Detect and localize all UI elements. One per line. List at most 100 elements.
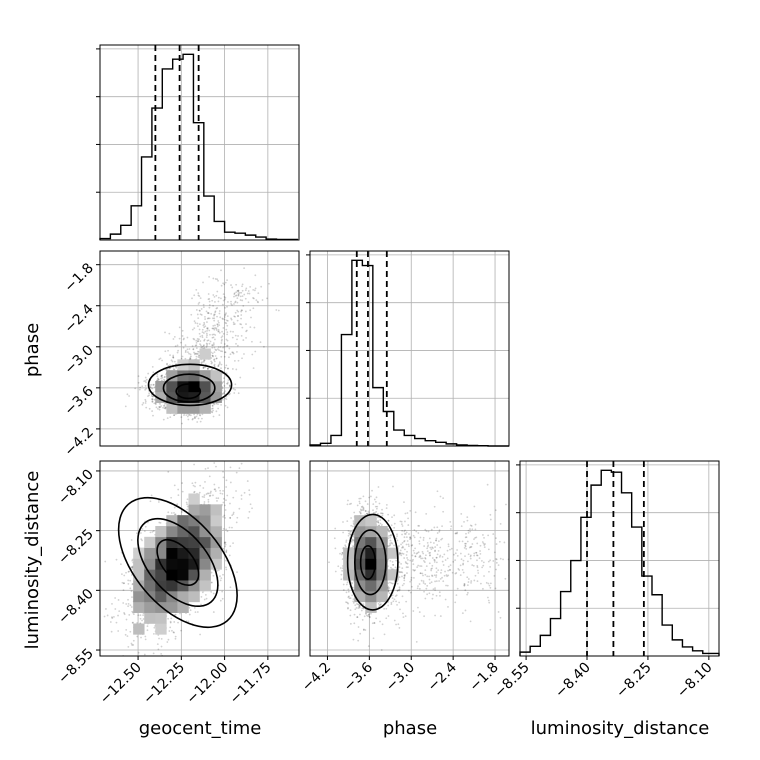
scatter-point [222,489,224,492]
scatter-point [189,356,192,359]
scatter-point [223,355,226,358]
density-cell [210,381,222,393]
scatter-point [221,590,224,593]
scatter-point [240,314,243,316]
scatter-point [159,521,162,524]
scatter-point [242,339,245,341]
scatter-points [103,462,253,656]
scatter-point [254,350,257,353]
scatter-point [211,354,214,357]
scatter-point [220,350,222,352]
histogram-step-line [309,259,509,447]
scatter-point [217,296,220,299]
scatter-point [144,385,147,387]
scatter-point [110,630,113,633]
scatter-point [237,315,239,318]
panel-frame [99,44,300,241]
scatter-point [240,335,243,337]
scatter-point [214,490,217,492]
scatter-point [225,398,228,401]
scatter-point [152,395,155,398]
scatter-point [243,353,245,355]
scatter-point [147,372,150,375]
scatter-point [157,378,160,381]
scatter-point [206,312,209,314]
scatter-point [176,503,179,506]
scatter-point [120,563,122,566]
scatter-point [149,386,152,389]
scatter-point [153,398,156,401]
scatter-point [203,332,205,334]
scatter-point [131,559,134,562]
scatter-point [218,312,221,315]
scatter-point [213,327,216,330]
scatter-point [181,329,184,332]
scatter-point [237,289,240,292]
scatter-point [186,415,189,418]
scatter-point [142,618,145,620]
scatter-point [192,348,195,351]
scatter-point [228,392,231,395]
scatter-point [229,353,232,356]
scatter-point [155,406,158,409]
scatter-point [233,323,236,325]
scatter-point [218,362,221,365]
scatter-point [249,309,252,312]
scatter-point [208,495,211,497]
scatter-point [158,358,161,361]
scatter-point [197,417,200,420]
scatter-point [202,324,205,327]
scatter-point [205,342,208,345]
scatter-point [200,346,203,349]
scatter-point [215,357,218,360]
scatter-point [215,329,218,332]
scatter-point [198,328,201,331]
scatter-point [214,310,217,313]
scatter-point [191,297,193,300]
scatter-point [148,407,151,410]
scatter-point [159,357,162,360]
scatter-point [224,366,227,369]
scatter-point [226,324,229,327]
scatter-point [144,376,147,379]
scatter-point [172,338,175,340]
scatter-point [177,494,180,497]
scatter-point [104,560,107,563]
scatter-point [232,387,235,390]
scatter-point [235,294,238,297]
scatter-point [225,559,227,562]
x-axis-label-phase: phase [383,718,437,739]
scatter-point [248,510,251,513]
scatter-point [203,347,206,349]
scatter-point [127,605,130,608]
scatter-point [198,295,201,298]
scatter-point [243,491,246,494]
scatter-point [126,635,129,638]
scatter-point [236,338,238,341]
scatter-point [121,573,123,576]
scatter-point [226,339,229,342]
scatter-point [212,317,214,320]
scatter-point [243,293,246,296]
scatter-point [218,361,221,364]
scatter-point [225,345,228,347]
scatter-point [194,481,197,484]
scatter-point [215,327,218,330]
scatter-point [219,316,222,319]
scatter-point [200,314,203,316]
density-cell [188,402,200,414]
scatter-point [196,353,198,355]
scatter-point [245,323,247,325]
scatter-point [198,332,201,335]
scatter-point [189,357,192,360]
scatter-point [226,381,229,384]
scatter-point [182,338,185,341]
scatter-point [146,625,149,628]
scatter-point [211,354,214,357]
scatter-point [213,296,216,298]
density-cell [166,381,178,393]
scatter-point [220,367,222,370]
scatter-point [173,414,175,417]
scatter-point [207,339,210,342]
x-axis-label-geocent-time: geocent_time [139,718,262,739]
